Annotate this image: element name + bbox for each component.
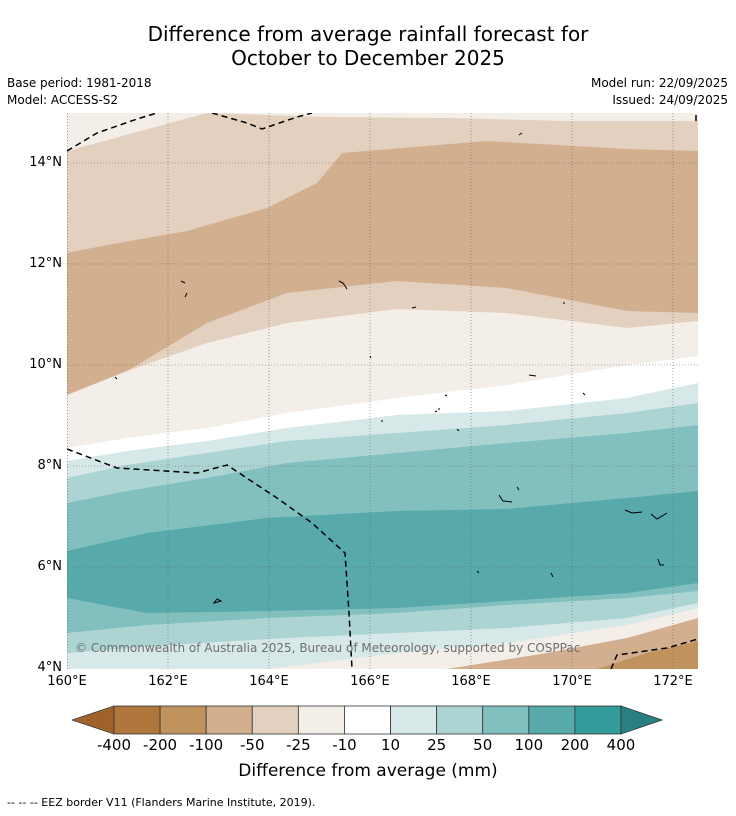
colorbar-cell bbox=[251, 705, 299, 735]
band-south-dry bbox=[447, 618, 698, 669]
colorbar-cell bbox=[297, 705, 345, 735]
lat-label-10n: 10°N bbox=[29, 357, 62, 372]
colorbar-tick-label: -100 bbox=[189, 736, 224, 754]
colorbar-low-arrow bbox=[72, 705, 115, 735]
title-line-1: Difference from average rainfall forecas… bbox=[147, 22, 589, 46]
map-title: Difference from average rainfall forecas… bbox=[0, 22, 736, 70]
colorbar-tick-label: -200 bbox=[143, 736, 178, 754]
colorbar-cell bbox=[205, 705, 253, 735]
colorbar-cells bbox=[113, 705, 622, 735]
lat-label-4n: 4°N bbox=[37, 660, 63, 675]
colorbar-cell bbox=[436, 705, 484, 735]
lat-label-6n: 6°N bbox=[37, 559, 63, 574]
eez-legend: -- -- -- EEZ border V11 (Flanders Marine… bbox=[7, 796, 316, 809]
colorbar-tick-label: -400 bbox=[96, 736, 132, 754]
colorbar-cell bbox=[159, 705, 207, 735]
band-neutral bbox=[67, 356, 698, 461]
colorbar-cell bbox=[574, 705, 622, 735]
colorbar-tick-label: -50 bbox=[240, 736, 265, 754]
map-svg bbox=[67, 113, 698, 669]
lon-label-166e: 166°E bbox=[350, 674, 390, 689]
colorbar-tick-label: 50 bbox=[473, 736, 493, 754]
meta-left: Base period: 1981-2018 Model: ACCESS-S2 bbox=[7, 75, 152, 109]
colorbar-tick-label: 25 bbox=[427, 736, 447, 754]
lon-label-162e: 162°E bbox=[148, 674, 188, 689]
eez-borders bbox=[67, 113, 698, 669]
model-name: Model: ACCESS-S2 bbox=[7, 93, 119, 107]
band-north-light bbox=[67, 113, 698, 151]
colorbar-cell bbox=[344, 705, 391, 735]
lat-label-8n: 8°N bbox=[37, 458, 63, 473]
colorbar-high-arrow bbox=[620, 705, 664, 735]
colorbar-cell bbox=[113, 705, 161, 735]
issued-date: Issued: 24/09/2025 bbox=[612, 93, 728, 107]
colorbar bbox=[72, 705, 664, 735]
band-wet-200 bbox=[67, 491, 698, 613]
colorbar-tick-label: -25 bbox=[286, 736, 311, 754]
lat-label-12n: 12°N bbox=[29, 256, 62, 271]
lon-label-164e: 164°E bbox=[249, 674, 289, 689]
band-dry-50 bbox=[67, 141, 698, 395]
lon-label-170e: 170°E bbox=[552, 674, 592, 689]
colorbar-cell bbox=[390, 705, 438, 735]
forecast-map bbox=[67, 113, 698, 669]
colorbar-tick-label: 400 bbox=[606, 736, 636, 754]
lon-label-160e: 160°E bbox=[47, 674, 87, 689]
title-line-2: October to December 2025 bbox=[231, 46, 505, 70]
base-period: Base period: 1981-2018 bbox=[7, 76, 152, 90]
lat-label-14n: 14°N bbox=[29, 155, 62, 170]
model-run: Model run: 22/09/2025 bbox=[590, 76, 728, 90]
band-light-10 bbox=[67, 309, 698, 448]
copyright-notice: © Commonwealth of Australia 2025, Bureau… bbox=[75, 641, 581, 655]
islands bbox=[114, 132, 668, 604]
lon-label-168e: 168°E bbox=[451, 674, 491, 689]
colorbar-tick-label: -10 bbox=[332, 736, 357, 754]
meta-right: Model run: 22/09/2025 Issued: 24/09/2025 bbox=[591, 75, 728, 109]
colorbar-cell bbox=[528, 705, 576, 735]
colorbar-tick-label: 100 bbox=[514, 736, 544, 754]
colorbar-title: Difference from average (mm) bbox=[238, 761, 498, 781]
lon-label-172e: 172°E bbox=[653, 674, 693, 689]
colorbar-tick-label: 10 bbox=[380, 736, 401, 754]
colorbar-cell bbox=[482, 705, 530, 735]
colorbar-tick-label: 200 bbox=[560, 736, 590, 754]
gridlines bbox=[67, 113, 698, 669]
